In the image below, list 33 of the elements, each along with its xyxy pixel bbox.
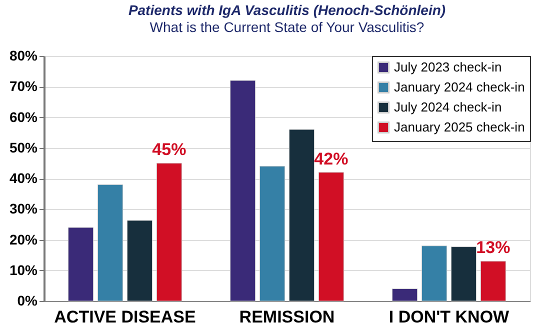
- legend-label: July 2023 check-in: [394, 60, 502, 74]
- bar: [98, 184, 124, 302]
- y-tick-label: 10%: [9, 262, 38, 278]
- y-tick-label: 40%: [9, 170, 38, 186]
- y-tick-label: 80%: [9, 48, 38, 64]
- bar: [392, 288, 418, 302]
- bar: [288, 129, 314, 302]
- bar: [230, 80, 256, 302]
- data-label: 45%: [152, 140, 186, 160]
- bar: [480, 260, 506, 302]
- x-tick-label: REMISSION: [239, 308, 335, 326]
- x-tick-label: ACTIVE DISEASE: [54, 308, 196, 326]
- chart-subtitle: What is the Current State of Your Vasculitis?: [150, 19, 424, 35]
- x-tick-label: I DON'T KNOW: [388, 308, 510, 326]
- y-tick-label: 50%: [9, 139, 38, 156]
- bar: [318, 172, 344, 302]
- bar: [156, 162, 182, 302]
- legend-label: January 2024 check-in: [394, 80, 525, 94]
- y-tick-label: 70%: [9, 78, 38, 94]
- y-tick-label: 30%: [9, 200, 38, 217]
- data-label: 13%: [476, 238, 510, 258]
- bar: [126, 220, 152, 302]
- y-tick-label: 20%: [9, 231, 38, 248]
- bar: [68, 227, 94, 302]
- y-tick-label: 0%: [17, 292, 38, 308]
- y-tick-label: 60%: [9, 108, 38, 125]
- bar: [450, 246, 476, 302]
- legend-label: July 2024 check-in: [394, 100, 502, 114]
- chart-title: Patients with IgA Vasculitis (Henoch-Schönlein): [128, 2, 446, 18]
- bar: [260, 166, 286, 302]
- bar: [422, 246, 448, 302]
- data-label: 42%: [314, 149, 348, 168]
- legend-label: January 2025 check-in: [394, 120, 525, 134]
